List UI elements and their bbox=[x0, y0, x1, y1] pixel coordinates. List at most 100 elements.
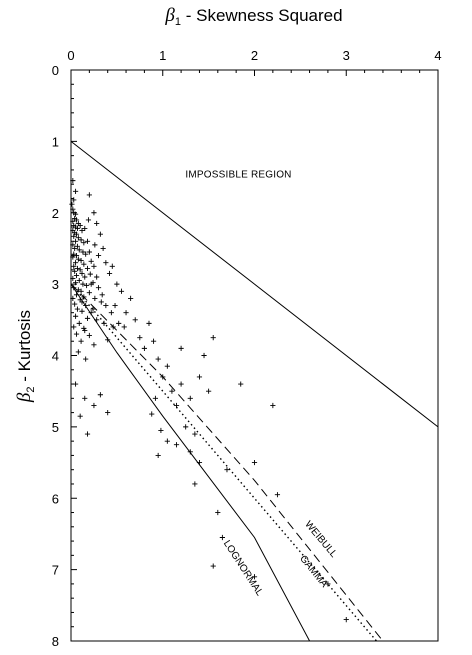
data-point bbox=[75, 287, 81, 293]
data-point bbox=[91, 210, 97, 216]
data-point bbox=[70, 242, 76, 248]
data-point bbox=[94, 220, 100, 227]
data-point bbox=[83, 251, 89, 257]
data-point bbox=[155, 356, 161, 362]
data-point bbox=[238, 381, 244, 387]
y-tick-label: 6 bbox=[52, 491, 59, 506]
data-point bbox=[69, 201, 75, 207]
weibull-label: WEIBULL bbox=[302, 519, 339, 560]
data-point bbox=[84, 431, 91, 437]
x-axis-symbol: β bbox=[164, 5, 175, 26]
data-point bbox=[91, 263, 97, 269]
data-point bbox=[251, 574, 258, 580]
data-point bbox=[123, 310, 129, 316]
data-point bbox=[77, 222, 83, 229]
data-point bbox=[70, 206, 76, 212]
data-point bbox=[84, 238, 91, 244]
data-point bbox=[75, 349, 81, 355]
data-point bbox=[79, 308, 85, 314]
data-point bbox=[72, 260, 79, 266]
data-point bbox=[160, 374, 166, 380]
data-point bbox=[132, 317, 138, 323]
data-point bbox=[70, 218, 76, 224]
data-point bbox=[192, 481, 198, 487]
lognormal-label: LOGNORMAL bbox=[221, 538, 265, 598]
data-point bbox=[164, 363, 170, 369]
data-point bbox=[86, 192, 92, 198]
x-axis-text: - Skewness Squared bbox=[181, 6, 343, 25]
data-point bbox=[121, 324, 127, 330]
data-point bbox=[71, 324, 77, 330]
data-point bbox=[86, 290, 92, 296]
data-point bbox=[95, 285, 102, 291]
data-point bbox=[86, 249, 92, 255]
data-point bbox=[73, 231, 80, 237]
data-point bbox=[75, 235, 81, 241]
data-point bbox=[325, 581, 331, 587]
data-point bbox=[71, 197, 77, 203]
data-point bbox=[76, 247, 82, 253]
data-point bbox=[116, 320, 122, 326]
data-point bbox=[79, 299, 85, 305]
data-point bbox=[82, 327, 88, 334]
data-point bbox=[75, 256, 81, 262]
data-point bbox=[183, 424, 189, 430]
data-point bbox=[81, 261, 87, 267]
data-point bbox=[92, 295, 98, 301]
data-point bbox=[150, 338, 157, 344]
data-point bbox=[210, 335, 216, 341]
data-point bbox=[215, 509, 221, 516]
data-point bbox=[219, 534, 225, 541]
data-point bbox=[103, 302, 109, 309]
y-tick-label: 1 bbox=[52, 134, 59, 149]
data-point bbox=[78, 257, 84, 264]
data-point bbox=[137, 335, 143, 341]
x-tick-label: 4 bbox=[434, 48, 441, 63]
data-point bbox=[98, 299, 104, 305]
data-point bbox=[94, 274, 100, 280]
y-axis-symbol: β bbox=[14, 392, 35, 403]
data-point bbox=[106, 270, 113, 277]
gamma-curve bbox=[70, 283, 378, 642]
data-point bbox=[77, 413, 83, 419]
y-axis-text: - Kurtosis bbox=[15, 310, 34, 387]
data-point bbox=[72, 280, 79, 286]
data-point bbox=[201, 352, 207, 359]
data-point bbox=[74, 306, 81, 312]
data-point bbox=[86, 332, 92, 339]
data-point bbox=[72, 301, 78, 307]
data-point bbox=[73, 217, 80, 223]
data-point bbox=[83, 356, 89, 362]
data-point bbox=[78, 288, 84, 294]
data-point bbox=[78, 237, 84, 243]
data-point bbox=[196, 374, 203, 380]
data-point bbox=[85, 217, 92, 223]
data-point bbox=[88, 281, 94, 287]
y-tick-label: 8 bbox=[52, 634, 59, 649]
x-axis-title: β1 - Skewness Squared bbox=[164, 5, 342, 28]
data-point bbox=[91, 402, 97, 409]
data-point bbox=[105, 337, 111, 343]
y-tick-label: 7 bbox=[52, 563, 59, 578]
data-point bbox=[206, 388, 212, 394]
data-point bbox=[91, 342, 97, 348]
data-point bbox=[79, 227, 85, 234]
data-point bbox=[94, 317, 100, 323]
data-point bbox=[128, 295, 134, 301]
data-point bbox=[110, 324, 116, 330]
y-tick-label: 0 bbox=[52, 63, 59, 78]
weibull-curve bbox=[70, 283, 384, 642]
data-point bbox=[155, 452, 161, 459]
data-point bbox=[83, 302, 89, 309]
data-point bbox=[81, 294, 87, 300]
data-point bbox=[74, 243, 81, 249]
data-point bbox=[109, 263, 115, 269]
data-point bbox=[76, 320, 82, 326]
x-tick-label: 2 bbox=[251, 48, 258, 63]
data-point bbox=[224, 467, 230, 473]
data-point bbox=[88, 258, 94, 264]
data-point bbox=[84, 265, 91, 272]
data-point bbox=[187, 449, 193, 455]
